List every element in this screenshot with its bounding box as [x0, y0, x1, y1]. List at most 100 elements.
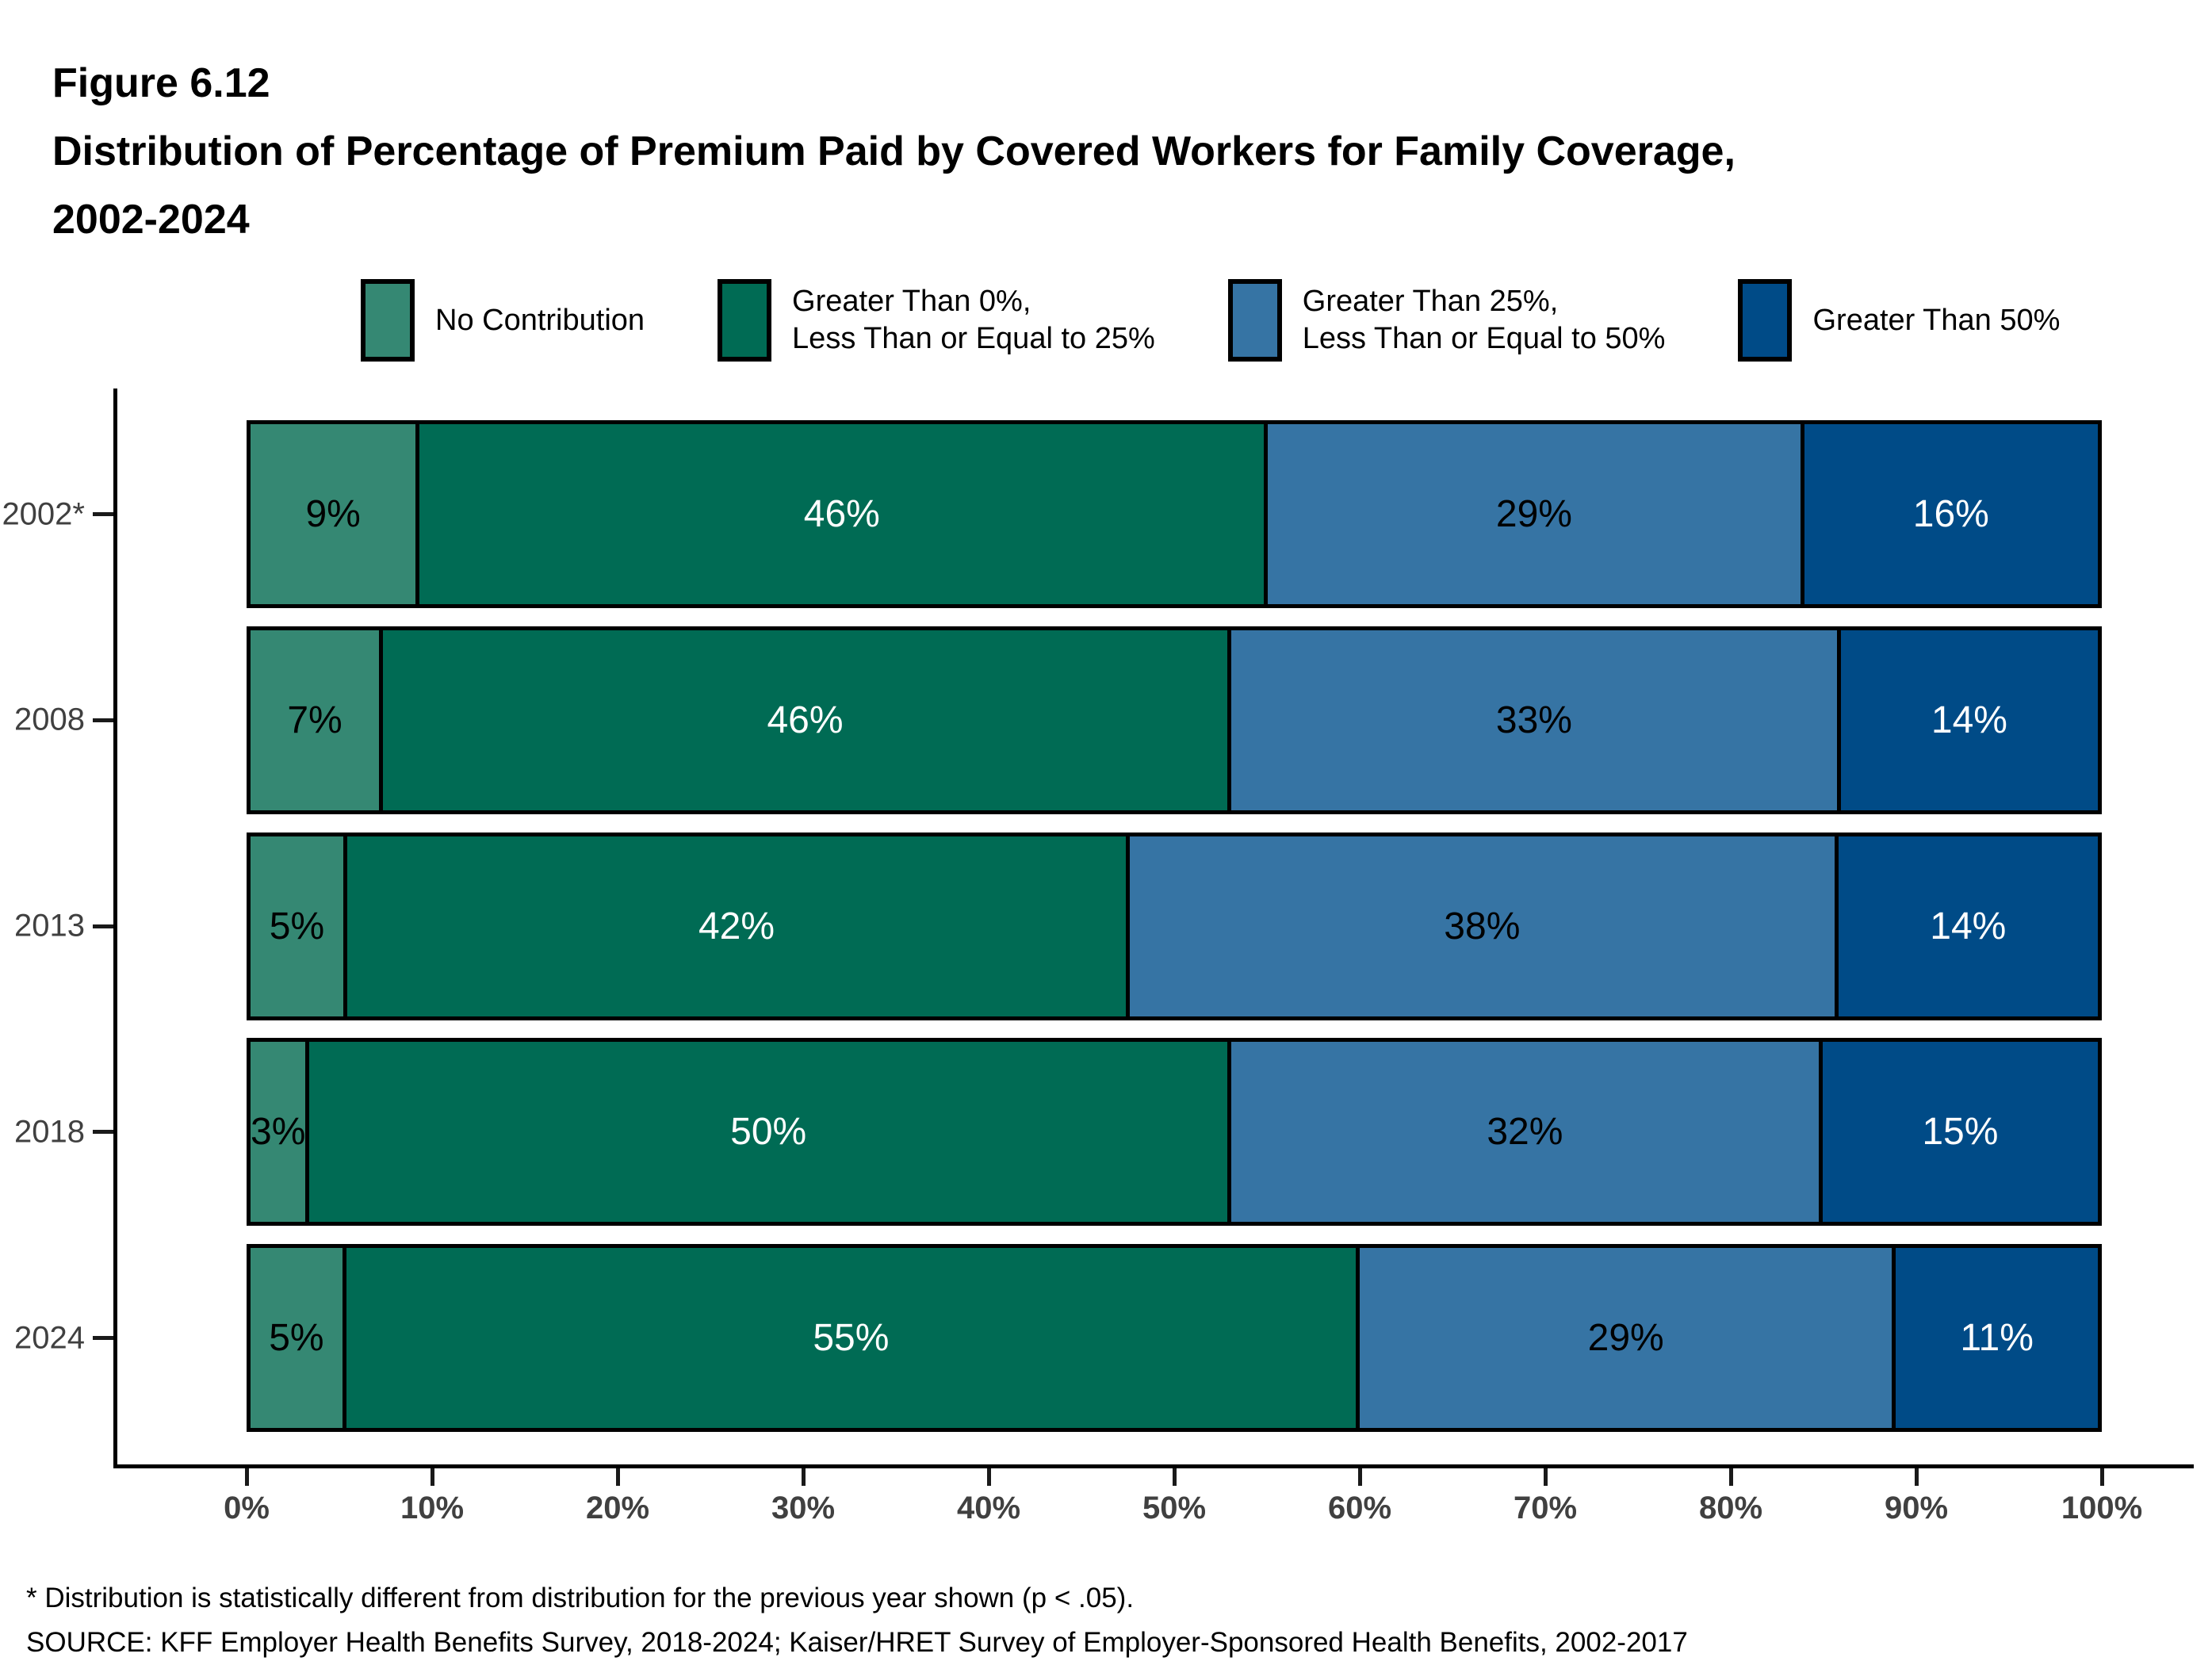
x-axis-tick — [2099, 1468, 2104, 1486]
bar-row-2002: 9% 46% 29% 16% — [247, 420, 2102, 608]
segment-value-label: 3% — [251, 1111, 306, 1154]
segment-2013-series1: 42% — [346, 832, 1131, 1020]
x-axis-line — [113, 1464, 2194, 1468]
footnotes: * Distribution is statistically differen… — [26, 1576, 1688, 1665]
segment-2002-series0: 9% — [247, 420, 420, 608]
x-axis-tick — [1172, 1468, 1177, 1486]
x-axis-tick — [244, 1468, 249, 1486]
segment-value-label: 42% — [698, 905, 775, 947]
segment-2018-series0: 3% — [247, 1038, 310, 1227]
x-axis-label-50: 50% — [1142, 1491, 1207, 1525]
segment-value-label: 9% — [305, 493, 361, 535]
segment-value-label: 38% — [1444, 905, 1521, 947]
footnote-asterisk: * Distribution is statistically differen… — [26, 1583, 1135, 1613]
segment-value-label: 16% — [1912, 493, 1989, 535]
y-axis-line — [113, 388, 117, 1468]
x-axis-tick — [1914, 1468, 1919, 1486]
figure-title-line2: 2002-2024 — [52, 197, 250, 243]
segment-value-label: 46% — [767, 699, 844, 741]
legend-swatch-1 — [718, 279, 772, 362]
segment-value-label: 14% — [1931, 699, 2007, 741]
bar-row-2024: 5% 55% 29% 11% — [247, 1244, 2102, 1432]
segment-value-label: 7% — [287, 699, 343, 741]
segment-2013-series3: 14% — [1838, 832, 2102, 1020]
footnote-source: SOURCE: KFF Employer Health Benefits Sur… — [26, 1627, 1688, 1658]
segment-value-label: 32% — [1487, 1111, 1563, 1154]
segment-value-label: 11% — [1960, 1317, 2034, 1359]
y-axis-tick — [93, 718, 113, 722]
legend-item-2: Greater Than 25%, Less Than or Equal to 5… — [1227, 279, 1666, 362]
x-axis-label-0: 0% — [224, 1491, 270, 1525]
x-axis-label-10: 10% — [400, 1491, 465, 1525]
segment-2008-series1: 46% — [383, 626, 1231, 814]
segment-2008-series2: 33% — [1230, 626, 1841, 814]
x-axis-label-60: 60% — [1327, 1491, 1392, 1525]
segment-2002-series2: 29% — [1268, 420, 1804, 608]
bar-row-2008: 7% 46% 33% 14% — [247, 626, 2102, 814]
x-axis-label-90: 90% — [1884, 1491, 1949, 1525]
segment-value-label: 50% — [730, 1111, 807, 1154]
segment-value-label: 14% — [1930, 905, 2007, 947]
legend-swatch-3 — [1738, 279, 1793, 362]
title-block: Figure 6.12 Distribution of Percentage o… — [52, 49, 1736, 254]
legend-label-1: Greater Than 0%, Less Than or Equal to 25… — [792, 285, 1155, 355]
segment-2024-series1: 55% — [346, 1244, 1360, 1432]
segment-2018-series2: 32% — [1230, 1038, 1823, 1227]
segment-2008-series3: 14% — [1840, 626, 2102, 814]
segment-value-label: 46% — [803, 493, 880, 535]
x-axis-label-70: 70% — [1513, 1491, 1578, 1525]
x-axis-tick — [801, 1468, 806, 1486]
x-axis-label-100: 100% — [2061, 1491, 2143, 1525]
x-axis-label-20: 20% — [585, 1491, 650, 1525]
y-axis-tick — [93, 1336, 113, 1340]
x-axis-tick — [1543, 1468, 1548, 1486]
segment-value-label: 29% — [1587, 1317, 1664, 1359]
y-axis-label-2024: 2024 — [14, 1320, 85, 1355]
segment-value-label: 5% — [269, 1317, 324, 1359]
segment-2008-series0: 7% — [247, 626, 384, 814]
y-axis-tick — [93, 924, 113, 928]
legend: No Contribution Greater Than 0%, Less Than… — [361, 279, 2060, 362]
x-axis-tick — [615, 1468, 620, 1486]
x-axis-label-30: 30% — [771, 1491, 836, 1525]
segment-2013-series2: 38% — [1130, 832, 1839, 1020]
y-axis-label-2008: 2008 — [14, 702, 85, 737]
segment-2018-series1: 50% — [309, 1038, 1231, 1227]
segment-2024-series3: 11% — [1896, 1244, 2102, 1432]
segment-value-label: 33% — [1495, 699, 1572, 741]
legend-label-3: Greater Than 50% — [1812, 303, 2061, 337]
segment-2024-series2: 29% — [1360, 1244, 1896, 1432]
y-axis-tick — [93, 1130, 113, 1135]
bar-row-2013: 5% 42% 38% 14% — [247, 832, 2102, 1020]
legend-item-1: Greater Than 0%, Less Than or Equal to 25… — [718, 279, 1155, 362]
x-axis-tick — [1357, 1468, 1362, 1486]
y-axis-label-2013: 2013 — [14, 908, 85, 944]
y-axis-label-2018: 2018 — [14, 1114, 85, 1150]
segment-2024-series0: 5% — [247, 1244, 346, 1432]
bar-row-2018: 3% 50% 32% 15% — [247, 1038, 2102, 1227]
x-axis-tick — [986, 1468, 991, 1486]
segment-value-label: 55% — [813, 1317, 890, 1359]
legend-item-0: No Contribution — [361, 279, 645, 362]
segment-value-label: 5% — [269, 905, 325, 947]
segment-2002-series3: 16% — [1804, 420, 2102, 608]
x-axis-label-40: 40% — [956, 1491, 1021, 1525]
bars-area: 9% 46% 29% 16% 7% 46% 33% 14% 5% 42% 38% 14% 3% 50% 32… — [247, 420, 2102, 1432]
y-axis-label-2002: 2002* — [2, 496, 85, 531]
x-axis-label-80: 80% — [1698, 1491, 1763, 1525]
legend-item-3: Greater Than 50% — [1738, 279, 2060, 362]
legend-swatch-2 — [1227, 279, 1282, 362]
y-axis-tick — [93, 512, 113, 516]
segment-value-label: 29% — [1495, 493, 1572, 535]
segment-2002-series1: 46% — [419, 420, 1269, 608]
x-axis-tick — [1728, 1468, 1733, 1486]
x-axis-tick — [430, 1468, 434, 1486]
figure-title-line1: Distribution of Percentage of Premium Pa… — [52, 128, 1736, 174]
segment-2013-series0: 5% — [247, 832, 347, 1020]
legend-label-0: No Contribution — [435, 303, 645, 337]
legend-label-2: Greater Than 25%, Less Than or Equal to 5… — [1302, 285, 1666, 355]
segment-2018-series3: 15% — [1822, 1038, 2102, 1227]
segment-value-label: 15% — [1922, 1111, 1999, 1154]
